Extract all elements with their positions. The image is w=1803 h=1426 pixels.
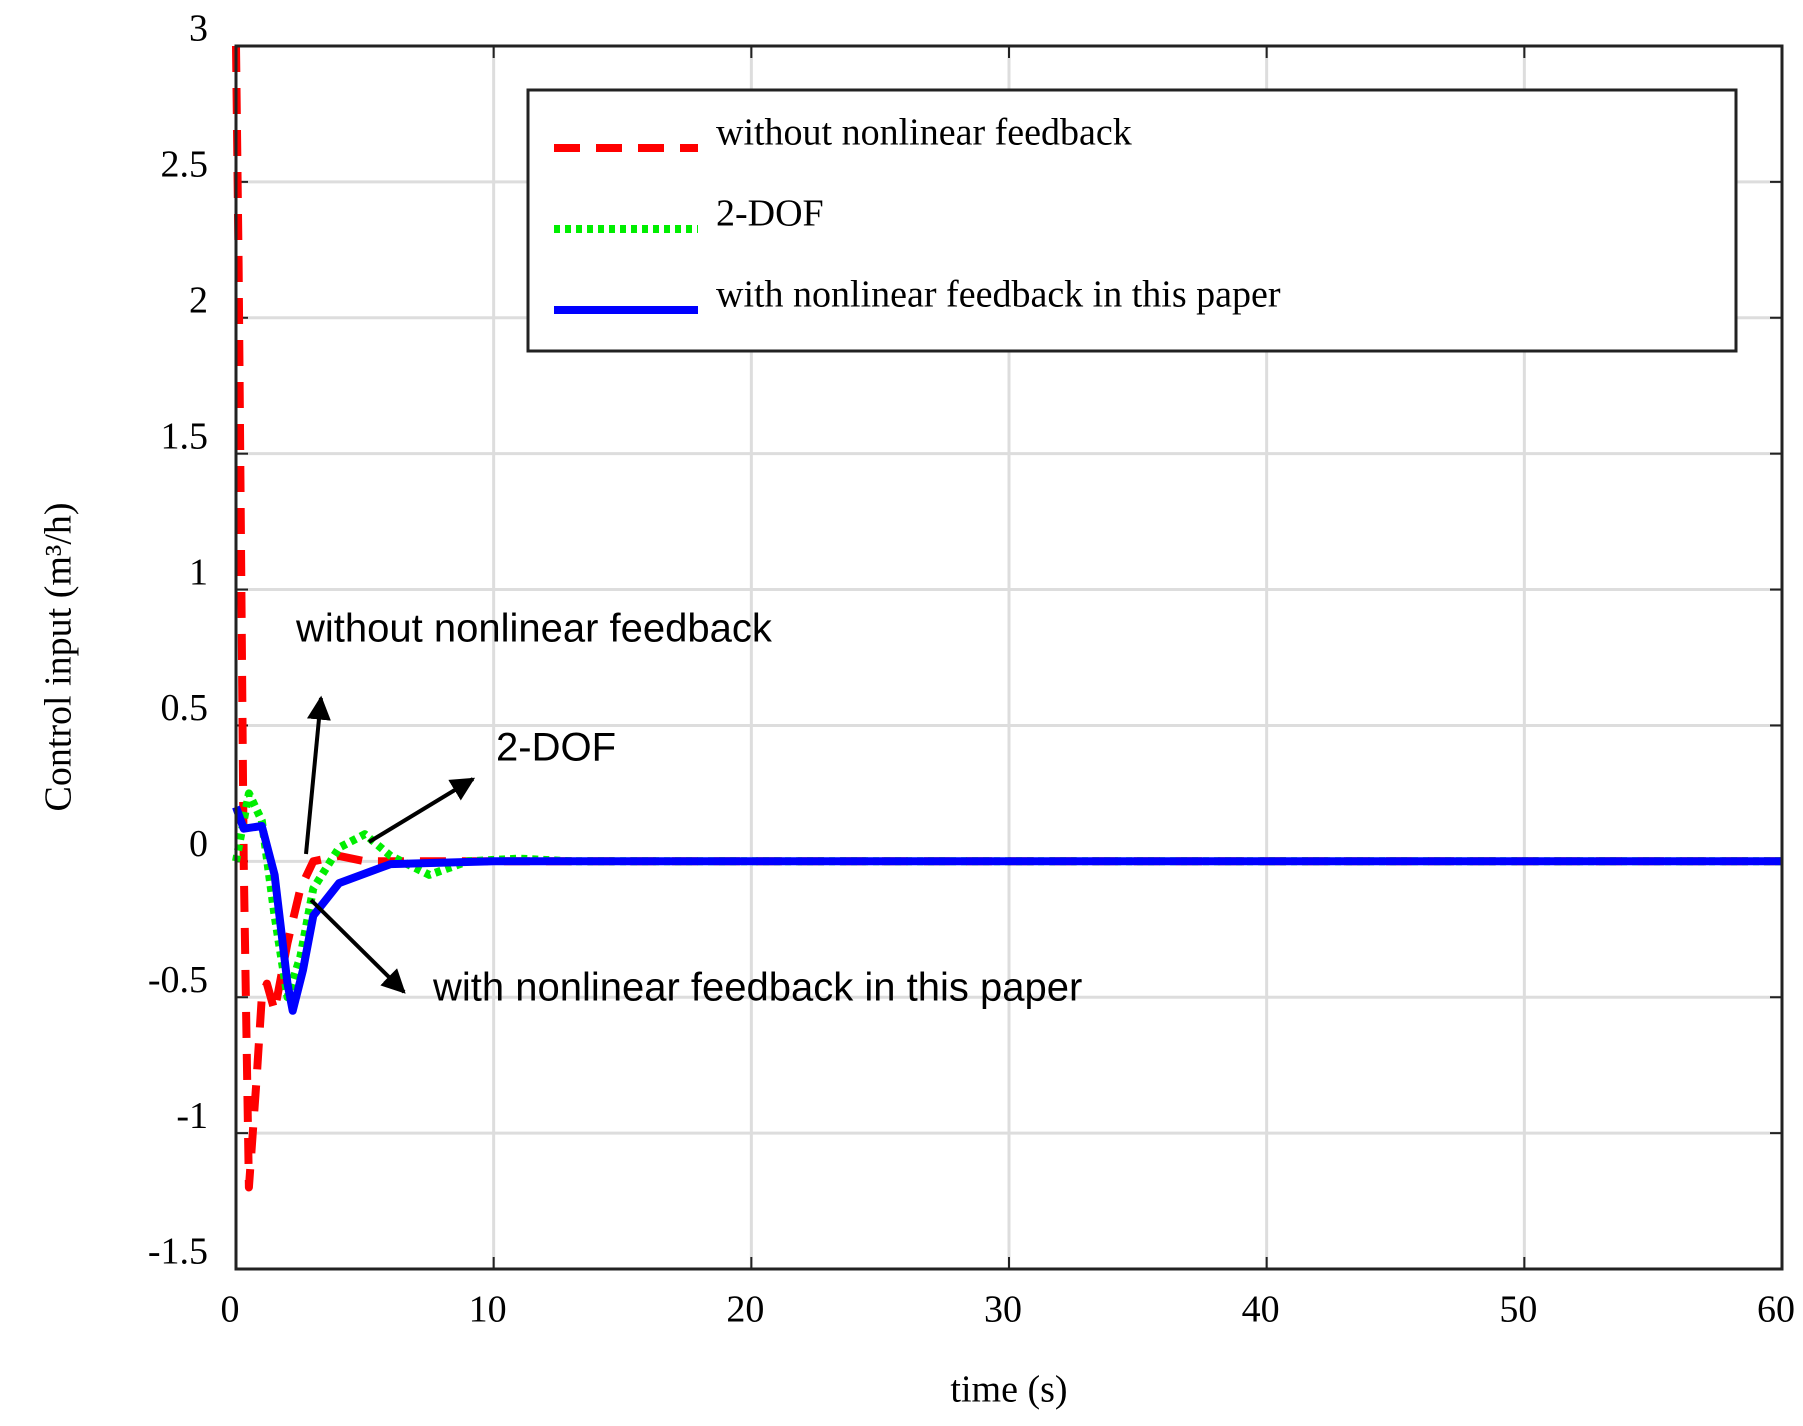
x-tick-label: 10 [469, 1289, 507, 1331]
x-tick-label: 0 [221, 1289, 240, 1331]
plot-frame [234, 44, 1784, 1271]
annotation: with nonlinear feedback in this paper [432, 966, 1082, 1010]
y-axis-label: Control input (m³/h) [38, 502, 80, 811]
legend-label: 2-DOF [716, 193, 824, 235]
x-axis-label: time (s) [950, 1369, 1067, 1411]
x-tick-label: 20 [726, 1289, 764, 1331]
legend-label: without nonlinear feedback [716, 112, 1132, 154]
annotation: without nonlinear feedback [295, 607, 773, 651]
y-tick-label: 3 [189, 8, 208, 50]
y-tick-label: -0.5 [148, 959, 208, 1001]
y-tick-label: 2.5 [161, 144, 209, 186]
data-line [232, 805, 1782, 1015]
y-tick-label: -1 [176, 1095, 208, 1137]
y-tick-label: 0 [189, 823, 208, 865]
y-tick-label: 0.5 [161, 687, 209, 729]
annotation: 2-DOF [496, 726, 616, 770]
x-tick-label: 60 [1757, 1289, 1795, 1331]
data-line [232, 45, 1782, 1192]
y-tick-label: 2 [189, 279, 208, 321]
legend-label: with nonlinear feedback in this paper [716, 274, 1281, 316]
legend-box [526, 88, 1738, 353]
annotation-arrows [304, 695, 476, 994]
y-tick-label: -1.5 [148, 1231, 208, 1273]
x-tick-label: 50 [1499, 1289, 1537, 1331]
y-tick-label: 1.5 [161, 415, 209, 457]
x-tick-label: 40 [1242, 1289, 1280, 1331]
y-tick-label: 1 [189, 551, 208, 593]
x-tick-label: 30 [984, 1289, 1022, 1331]
